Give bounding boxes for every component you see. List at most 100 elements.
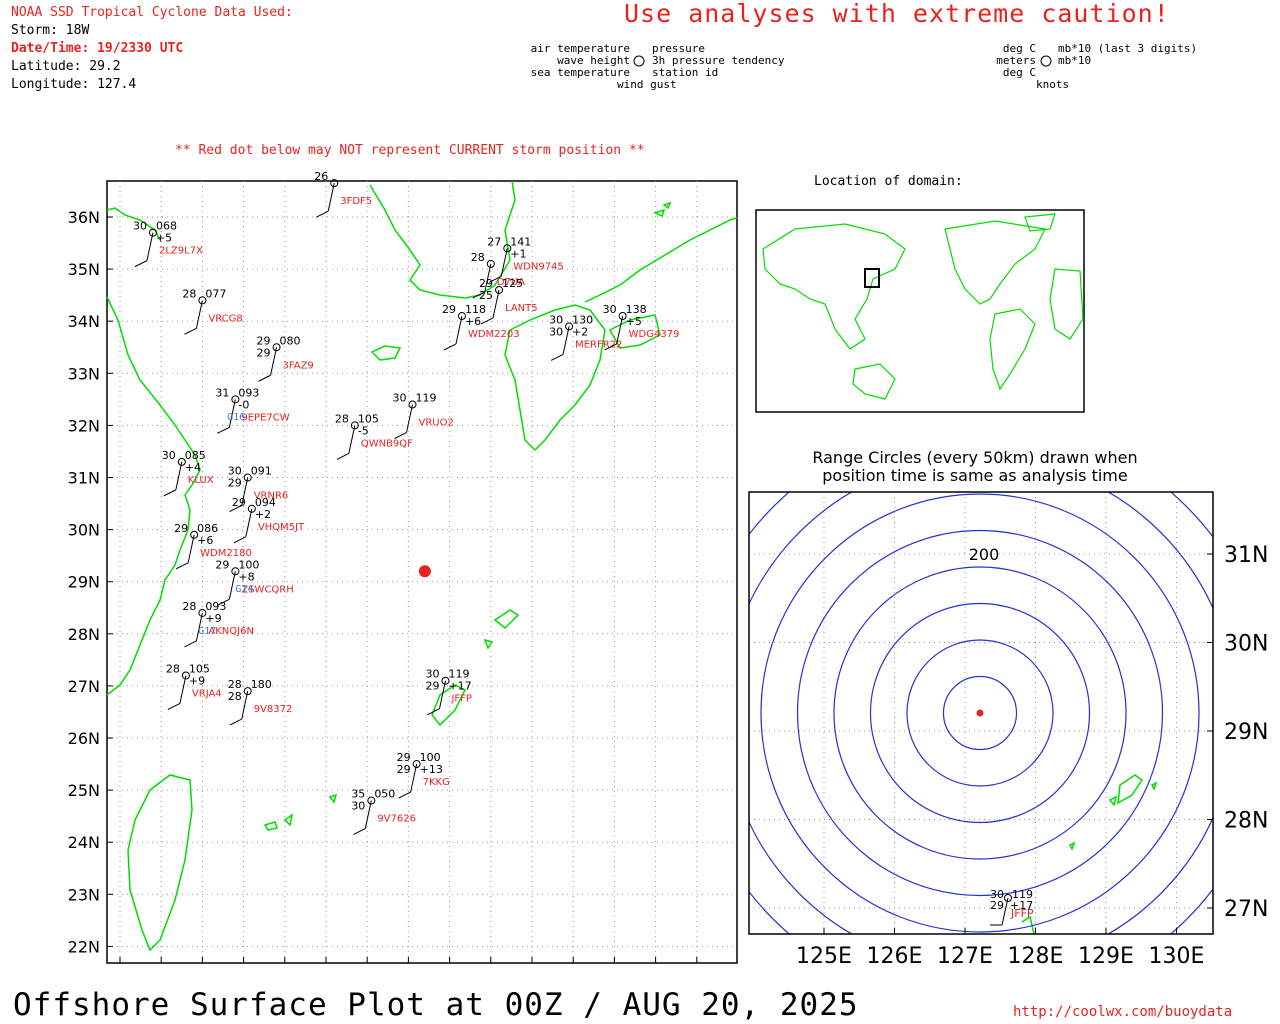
wind-staff xyxy=(270,347,278,376)
pressure: 050 xyxy=(374,788,395,801)
tendency: +6 xyxy=(465,315,481,328)
domain-box xyxy=(864,268,880,288)
world-continents xyxy=(762,213,1084,400)
air-temp: 29 xyxy=(215,558,229,571)
station-9v8372: 28 180 28 9V8372 xyxy=(228,678,292,726)
honshu-shikoku-coast xyxy=(584,217,738,303)
tendency: -0 xyxy=(238,398,249,411)
air-temp: 29 xyxy=(442,303,456,316)
station-circle xyxy=(457,311,466,320)
range-rings xyxy=(749,492,1213,934)
tendency: +5 xyxy=(626,315,642,328)
wind-barb xyxy=(167,703,181,710)
air-temp: 30 xyxy=(603,303,617,316)
range-ring xyxy=(942,675,1018,751)
range-x-tick-label: 128E xyxy=(1008,944,1064,969)
wind-barb xyxy=(184,327,197,335)
world-frame xyxy=(755,209,1085,413)
station-id: 2LZ9L7X xyxy=(159,246,203,257)
air-temp: 35 xyxy=(351,788,365,801)
pressure: 068 xyxy=(156,220,177,233)
air-temp: 31 xyxy=(215,386,229,399)
tendency: +17 xyxy=(448,680,471,693)
station-id: 7KKG xyxy=(423,777,450,788)
sea-temp: 25 xyxy=(479,289,493,302)
y-tick-label: 32N xyxy=(68,416,100,435)
china-coast xyxy=(106,296,201,696)
range-title-line2: position time is same as analysis time xyxy=(822,466,1128,485)
station-circle xyxy=(441,676,450,685)
station-id: QWNB9QF xyxy=(361,438,413,449)
station-circle xyxy=(243,687,252,696)
wind-barb xyxy=(480,317,494,325)
tendency: +2 xyxy=(255,508,271,521)
units-deg-c-sea: deg C xyxy=(1002,66,1036,79)
datetime: Date/Time: 19/2330 UTC xyxy=(11,41,184,56)
wind-staff xyxy=(455,315,463,345)
wind-staff xyxy=(406,404,414,433)
station-id: VRJA4 xyxy=(192,688,222,699)
air-temp: 28 xyxy=(182,600,196,613)
range-y-tick-label: 28N xyxy=(1224,809,1268,834)
inset-at: 30 xyxy=(990,888,1004,901)
caution-banner: Use analyses with extreme caution! xyxy=(624,0,1170,28)
korea-coast xyxy=(369,180,516,299)
wind-staff xyxy=(175,461,183,490)
station-circle xyxy=(350,421,359,430)
wind-staff xyxy=(327,183,335,212)
wind-barb xyxy=(163,489,177,497)
air-temp: 30 xyxy=(425,668,439,681)
pressure: 125 xyxy=(502,277,523,290)
wind-staff xyxy=(195,300,203,329)
y-tick-label: 27N xyxy=(68,677,100,696)
main-map[interactable]: 120E121E122E123E124E125E126E127E128E129E… xyxy=(0,170,750,970)
wind-staff xyxy=(228,399,236,428)
range-y-tick-label: 29N xyxy=(1224,720,1268,745)
air-temp: 30 xyxy=(162,449,176,462)
wind-barb xyxy=(229,718,242,726)
tendency: +9 xyxy=(205,612,221,625)
range-ring xyxy=(749,492,1213,934)
y-tick-label: 24N xyxy=(68,833,100,852)
station-circle xyxy=(247,504,256,513)
wind-barb xyxy=(217,598,230,606)
station-circle xyxy=(367,796,376,805)
wind-barb xyxy=(134,260,148,268)
station-id: VHQM5JT xyxy=(258,522,305,533)
wind-barb xyxy=(353,828,366,835)
satellite-labels: G16 G14 G17 xyxy=(198,412,253,637)
pressure: 085 xyxy=(185,449,206,462)
pressure: 141 xyxy=(510,235,531,248)
north-america-outline xyxy=(944,220,1046,305)
sea-temp: 29 xyxy=(228,477,242,490)
range-circle-map[interactable]: 200 125E 126E 127E 128E 129E 130E 31N 30N 29N 28N… xyxy=(740,485,1280,985)
pressure: 119 xyxy=(416,392,437,405)
range-title: Range Circles (every 50km) drawn when po… xyxy=(740,449,1210,485)
taiwan-island xyxy=(127,774,193,952)
y-tick-label: 22N xyxy=(68,937,100,956)
y-tick-label: 35N xyxy=(68,260,100,279)
footer-url[interactable]: http://coolwx.com/buoydata xyxy=(1013,1004,1233,1020)
station-id: 3FAZ9 xyxy=(283,360,314,371)
africa-outline xyxy=(1049,268,1084,340)
wind-staff xyxy=(245,508,253,537)
satellite-label: G16 xyxy=(227,412,245,423)
range-title-line1: Range Circles (every 50km) drawn when xyxy=(812,448,1138,467)
legend-sea-temperature: sea temperature xyxy=(530,66,630,79)
legend-station-circle-icon xyxy=(633,55,645,67)
y-tick-label: 36N xyxy=(68,208,100,227)
wind-staff xyxy=(410,763,418,793)
range-coastlines xyxy=(1021,774,1158,934)
shandong-coast xyxy=(106,207,161,241)
range-axes: 125E 126E 127E 128E 129E 130E 31N 30N 29N 28N 27N xyxy=(796,543,1268,969)
eurasia-outline xyxy=(762,223,906,350)
main-axes: 120E121E122E123E124E125E126E127E128E129E… xyxy=(68,208,698,963)
station-id: KLUX xyxy=(188,475,214,486)
station-id: ZSWCQRH xyxy=(241,584,293,595)
shikoku-island xyxy=(608,314,661,349)
